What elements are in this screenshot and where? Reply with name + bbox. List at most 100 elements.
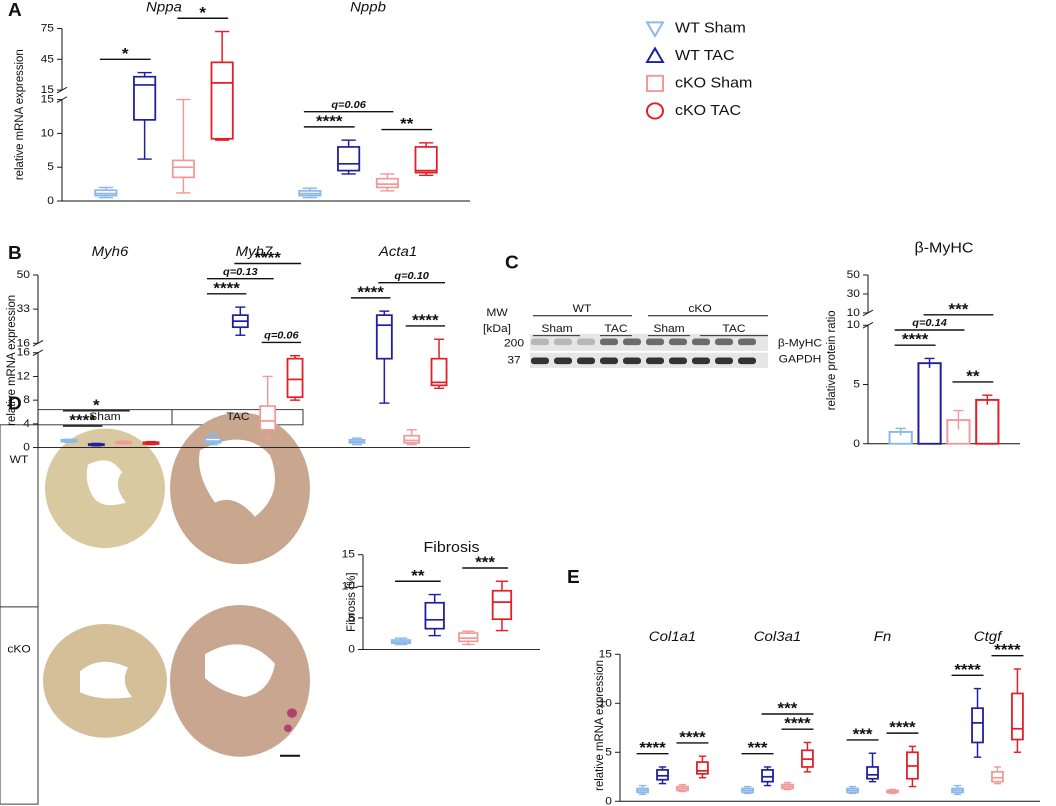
blot-band bbox=[554, 357, 572, 365]
significance-label: * bbox=[93, 396, 100, 414]
legend-label: WT TAC bbox=[675, 47, 735, 64]
y-tick-label: 0 bbox=[853, 437, 860, 450]
y-axis-label: relative mRNA expression bbox=[593, 660, 606, 791]
y-tick-label: 10 bbox=[599, 697, 613, 710]
y-tick-label: 15 bbox=[41, 83, 55, 96]
blot-label: GAPDH bbox=[779, 353, 822, 366]
y-axis-label: relative mRNA expression bbox=[13, 49, 26, 180]
y-tick-label: 0 bbox=[23, 441, 30, 454]
box bbox=[866, 766, 879, 780]
legend-marker bbox=[645, 46, 665, 63]
axis-break bbox=[32, 340, 44, 356]
significance-label: **** bbox=[902, 330, 929, 348]
y-tick-label: 10 bbox=[847, 306, 861, 319]
y-tick-label: 15 bbox=[342, 548, 356, 561]
axis-break bbox=[56, 86, 68, 103]
significance-label: **** bbox=[639, 739, 666, 757]
y-tick-label: 50 bbox=[847, 268, 861, 281]
significance-label: **** bbox=[213, 279, 240, 297]
box bbox=[1011, 692, 1024, 741]
blot-band bbox=[623, 357, 641, 365]
y-tick-label: 0 bbox=[47, 194, 54, 207]
axis-break bbox=[862, 309, 874, 329]
blot-band bbox=[738, 338, 756, 346]
significance-label: q=0.06 bbox=[264, 330, 300, 342]
y-tick-label: 12 bbox=[17, 370, 30, 383]
row-frame bbox=[0, 424, 39, 805]
blot-band bbox=[646, 357, 664, 365]
y-tick-label: 5 bbox=[47, 160, 54, 173]
box bbox=[403, 434, 421, 444]
blot-band bbox=[669, 357, 687, 365]
significance-label: *** bbox=[748, 739, 768, 757]
column-label: TAC bbox=[226, 411, 249, 424]
box bbox=[133, 75, 157, 121]
y-tick-label: 75 bbox=[41, 22, 55, 35]
y-tick-label: 5 bbox=[853, 378, 860, 391]
significance-label: *** bbox=[853, 725, 873, 743]
chart-title: β-MyHC bbox=[915, 240, 974, 257]
y-tick-label: 10 bbox=[41, 127, 55, 140]
blot-label: Sham bbox=[541, 322, 572, 335]
box bbox=[286, 357, 304, 399]
group-label: Col1a1 bbox=[649, 629, 697, 645]
blot-band bbox=[577, 338, 595, 346]
legend-label: cKO TAC bbox=[675, 102, 741, 119]
y-tick-label: 10 bbox=[342, 580, 356, 593]
panel-label: A bbox=[8, 0, 22, 20]
blot-label: β-MyHC bbox=[778, 337, 822, 350]
row-label: WT bbox=[10, 453, 29, 466]
significance-label: **** bbox=[254, 248, 281, 266]
box bbox=[971, 707, 984, 744]
lumen bbox=[205, 644, 275, 697]
blot-band bbox=[577, 357, 595, 365]
blot-band bbox=[623, 338, 641, 346]
bar bbox=[975, 398, 1000, 445]
panel-label: D bbox=[8, 393, 22, 413]
blot-label: Sham bbox=[653, 322, 684, 335]
significance-label: **** bbox=[69, 411, 96, 429]
lumen bbox=[86, 460, 126, 506]
blot-band bbox=[715, 338, 733, 346]
significance-label: q=0.06 bbox=[331, 99, 367, 111]
legend-marker bbox=[645, 21, 665, 38]
significance-label: **** bbox=[994, 641, 1021, 659]
significance-label: q=0.14 bbox=[912, 317, 947, 329]
blot-label: TAC bbox=[604, 322, 627, 335]
box bbox=[375, 314, 393, 360]
y-tick-label: 10 bbox=[847, 319, 861, 332]
significance-label: **** bbox=[954, 660, 981, 678]
significance-label: **** bbox=[357, 283, 384, 301]
blot-band bbox=[531, 338, 549, 346]
significance-label: q=0.10 bbox=[394, 270, 429, 282]
box bbox=[414, 146, 438, 174]
box bbox=[761, 769, 774, 783]
y-tick-label: 45 bbox=[41, 53, 55, 66]
blot-band bbox=[600, 338, 618, 346]
fibrotic-spot bbox=[284, 724, 292, 733]
box bbox=[375, 177, 399, 189]
blot-band bbox=[715, 357, 733, 365]
y-tick-label: 16 bbox=[17, 337, 30, 350]
group-label: Nppa bbox=[146, 0, 182, 15]
box bbox=[991, 771, 1004, 783]
chart-title: Fibrosis bbox=[424, 539, 480, 556]
group-label: Nppb bbox=[350, 0, 386, 15]
significance-label: ** bbox=[966, 367, 980, 385]
box bbox=[656, 769, 669, 781]
y-tick-label: 8 bbox=[23, 393, 30, 406]
y-tick-label: 30 bbox=[847, 287, 861, 300]
legend-label: WT Sham bbox=[675, 20, 746, 37]
y-tick-label: 5 bbox=[605, 746, 612, 759]
group-label: Myh6 bbox=[92, 244, 130, 260]
group-label: Acta1 bbox=[378, 244, 417, 260]
y-axis-label: Fibrosis [%] bbox=[345, 572, 358, 631]
box bbox=[491, 589, 513, 621]
blot-band bbox=[554, 338, 572, 346]
significance-label: ** bbox=[411, 566, 425, 584]
panel-label: C bbox=[505, 252, 519, 272]
blot-label: [kDa] bbox=[483, 322, 511, 335]
group-label: Fn bbox=[874, 629, 892, 645]
blot-label: 37 bbox=[507, 354, 520, 367]
